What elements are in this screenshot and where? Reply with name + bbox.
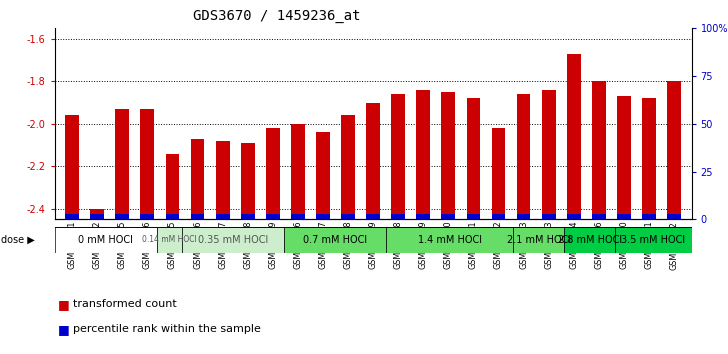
Bar	[567, 54, 581, 219]
Bar	[617, 214, 630, 219]
Text: ■: ■	[58, 298, 70, 311]
Bar	[141, 214, 154, 219]
Text: 2.8 mM HOCl: 2.8 mM HOCl	[558, 235, 622, 245]
Bar	[542, 90, 555, 219]
Bar	[441, 214, 455, 219]
Bar	[157, 227, 182, 253]
Bar	[467, 214, 480, 219]
Bar	[517, 214, 531, 219]
Bar	[667, 214, 681, 219]
Bar	[90, 209, 104, 219]
Text: GDS3670 / 1459236_at: GDS3670 / 1459236_at	[193, 9, 360, 23]
Bar	[391, 214, 405, 219]
Bar	[416, 214, 430, 219]
Text: percentile rank within the sample: percentile rank within the sample	[73, 324, 261, 334]
Bar	[592, 81, 606, 219]
Bar	[592, 214, 606, 219]
Bar	[517, 94, 531, 219]
Text: ■: ■	[58, 323, 70, 336]
Bar	[66, 214, 79, 219]
Bar	[513, 227, 564, 253]
Text: transformed count: transformed count	[73, 299, 177, 309]
Text: 2.1 mM HOCl: 2.1 mM HOCl	[507, 235, 571, 245]
Bar	[667, 81, 681, 219]
Bar	[416, 90, 430, 219]
Text: 0.14 mM HOCl: 0.14 mM HOCl	[142, 235, 197, 244]
Text: 1.4 mM HOCl: 1.4 mM HOCl	[418, 235, 481, 245]
Bar	[491, 128, 505, 219]
Bar	[316, 214, 330, 219]
Bar	[316, 132, 330, 219]
Bar	[642, 98, 656, 219]
Bar	[284, 227, 386, 253]
Bar	[182, 227, 284, 253]
Bar	[116, 214, 129, 219]
Bar	[266, 128, 280, 219]
Bar	[165, 214, 179, 219]
Bar	[191, 139, 205, 219]
Bar	[55, 227, 157, 253]
Bar	[491, 214, 505, 219]
Bar	[141, 109, 154, 219]
Bar	[215, 141, 229, 219]
Bar	[615, 227, 692, 253]
Bar	[341, 214, 355, 219]
Bar	[467, 98, 480, 219]
Bar	[642, 214, 656, 219]
Bar	[366, 214, 380, 219]
Bar	[165, 154, 179, 219]
Bar	[567, 214, 581, 219]
Bar	[291, 124, 305, 219]
Bar	[341, 115, 355, 219]
Text: 0.7 mM HOCl: 0.7 mM HOCl	[303, 235, 367, 245]
Text: 3.5 mM HOCl: 3.5 mM HOCl	[621, 235, 686, 245]
Bar	[386, 227, 513, 253]
Bar	[241, 214, 255, 219]
Bar	[90, 214, 104, 219]
Bar	[542, 214, 555, 219]
Bar	[116, 109, 129, 219]
Text: dose ▶: dose ▶	[1, 235, 35, 245]
Text: 0 mM HOCl: 0 mM HOCl	[78, 235, 133, 245]
Bar	[291, 214, 305, 219]
Bar	[617, 96, 630, 219]
Bar	[191, 214, 205, 219]
Bar	[441, 92, 455, 219]
Bar	[241, 143, 255, 219]
Bar	[391, 94, 405, 219]
Bar	[564, 227, 615, 253]
Text: 0.35 mM HOCl: 0.35 mM HOCl	[198, 235, 268, 245]
Bar	[366, 103, 380, 219]
Bar	[215, 214, 229, 219]
Bar	[66, 115, 79, 219]
Bar	[266, 214, 280, 219]
